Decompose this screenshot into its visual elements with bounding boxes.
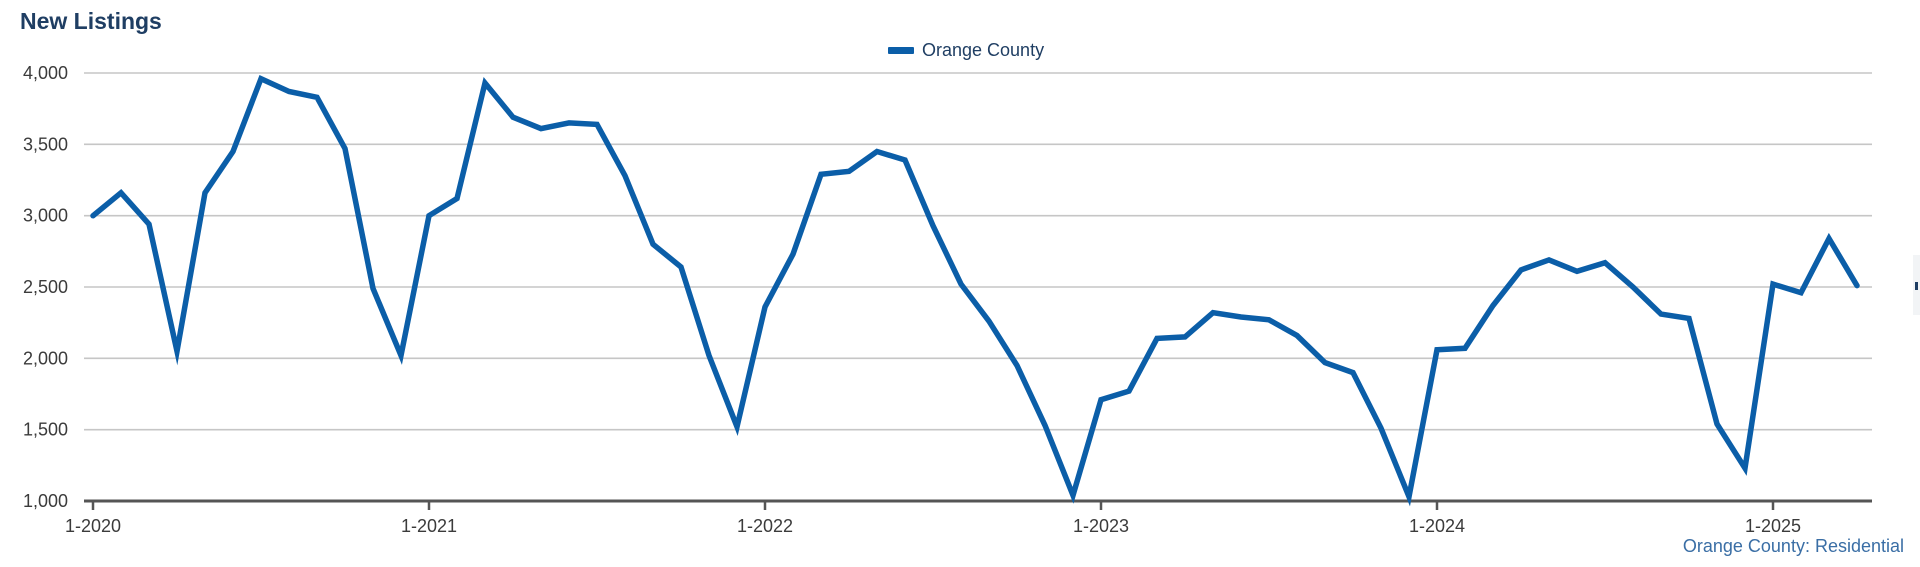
x-tick-label: 1-2020	[65, 516, 121, 536]
y-tick-label: 3,500	[23, 134, 68, 154]
y-tick-label: 2,000	[23, 348, 68, 368]
chart-legend[interactable]: Orange County	[888, 40, 1044, 61]
x-tick-label: 1-2024	[1409, 516, 1465, 536]
x-tick-label: 1-2021	[401, 516, 457, 536]
y-axis-labels: 1,000 1,500 2,000 2,500 3,000 3,500 4,000	[23, 63, 68, 511]
legend-swatch	[888, 47, 914, 54]
series-lines	[90, 74, 1860, 507]
y-tick-label: 1,500	[23, 420, 68, 440]
legend-label: Orange County	[922, 40, 1045, 60]
y-tick-label: 2,500	[23, 277, 68, 297]
series-line-orange-county	[90, 74, 1860, 507]
x-tick-label: 1-2022	[737, 516, 793, 536]
chart-footer: Orange County: Residential	[1682, 536, 1904, 556]
y-tick-label: 1,000	[23, 491, 68, 511]
x-tick-label: 1-2025	[1745, 516, 1801, 536]
x-tick-label: 1-2023	[1073, 516, 1129, 536]
x-axis: 1-2020 1-2021 1-2022 1-2023 1-2024 1-2025	[65, 499, 1872, 536]
y-tick-label: 3,000	[23, 206, 68, 226]
side-panel-tab[interactable]	[1913, 255, 1920, 315]
chart-title: New Listings	[20, 8, 162, 34]
gridlines	[84, 72, 1872, 431]
y-tick-label: 4,000	[23, 63, 68, 83]
